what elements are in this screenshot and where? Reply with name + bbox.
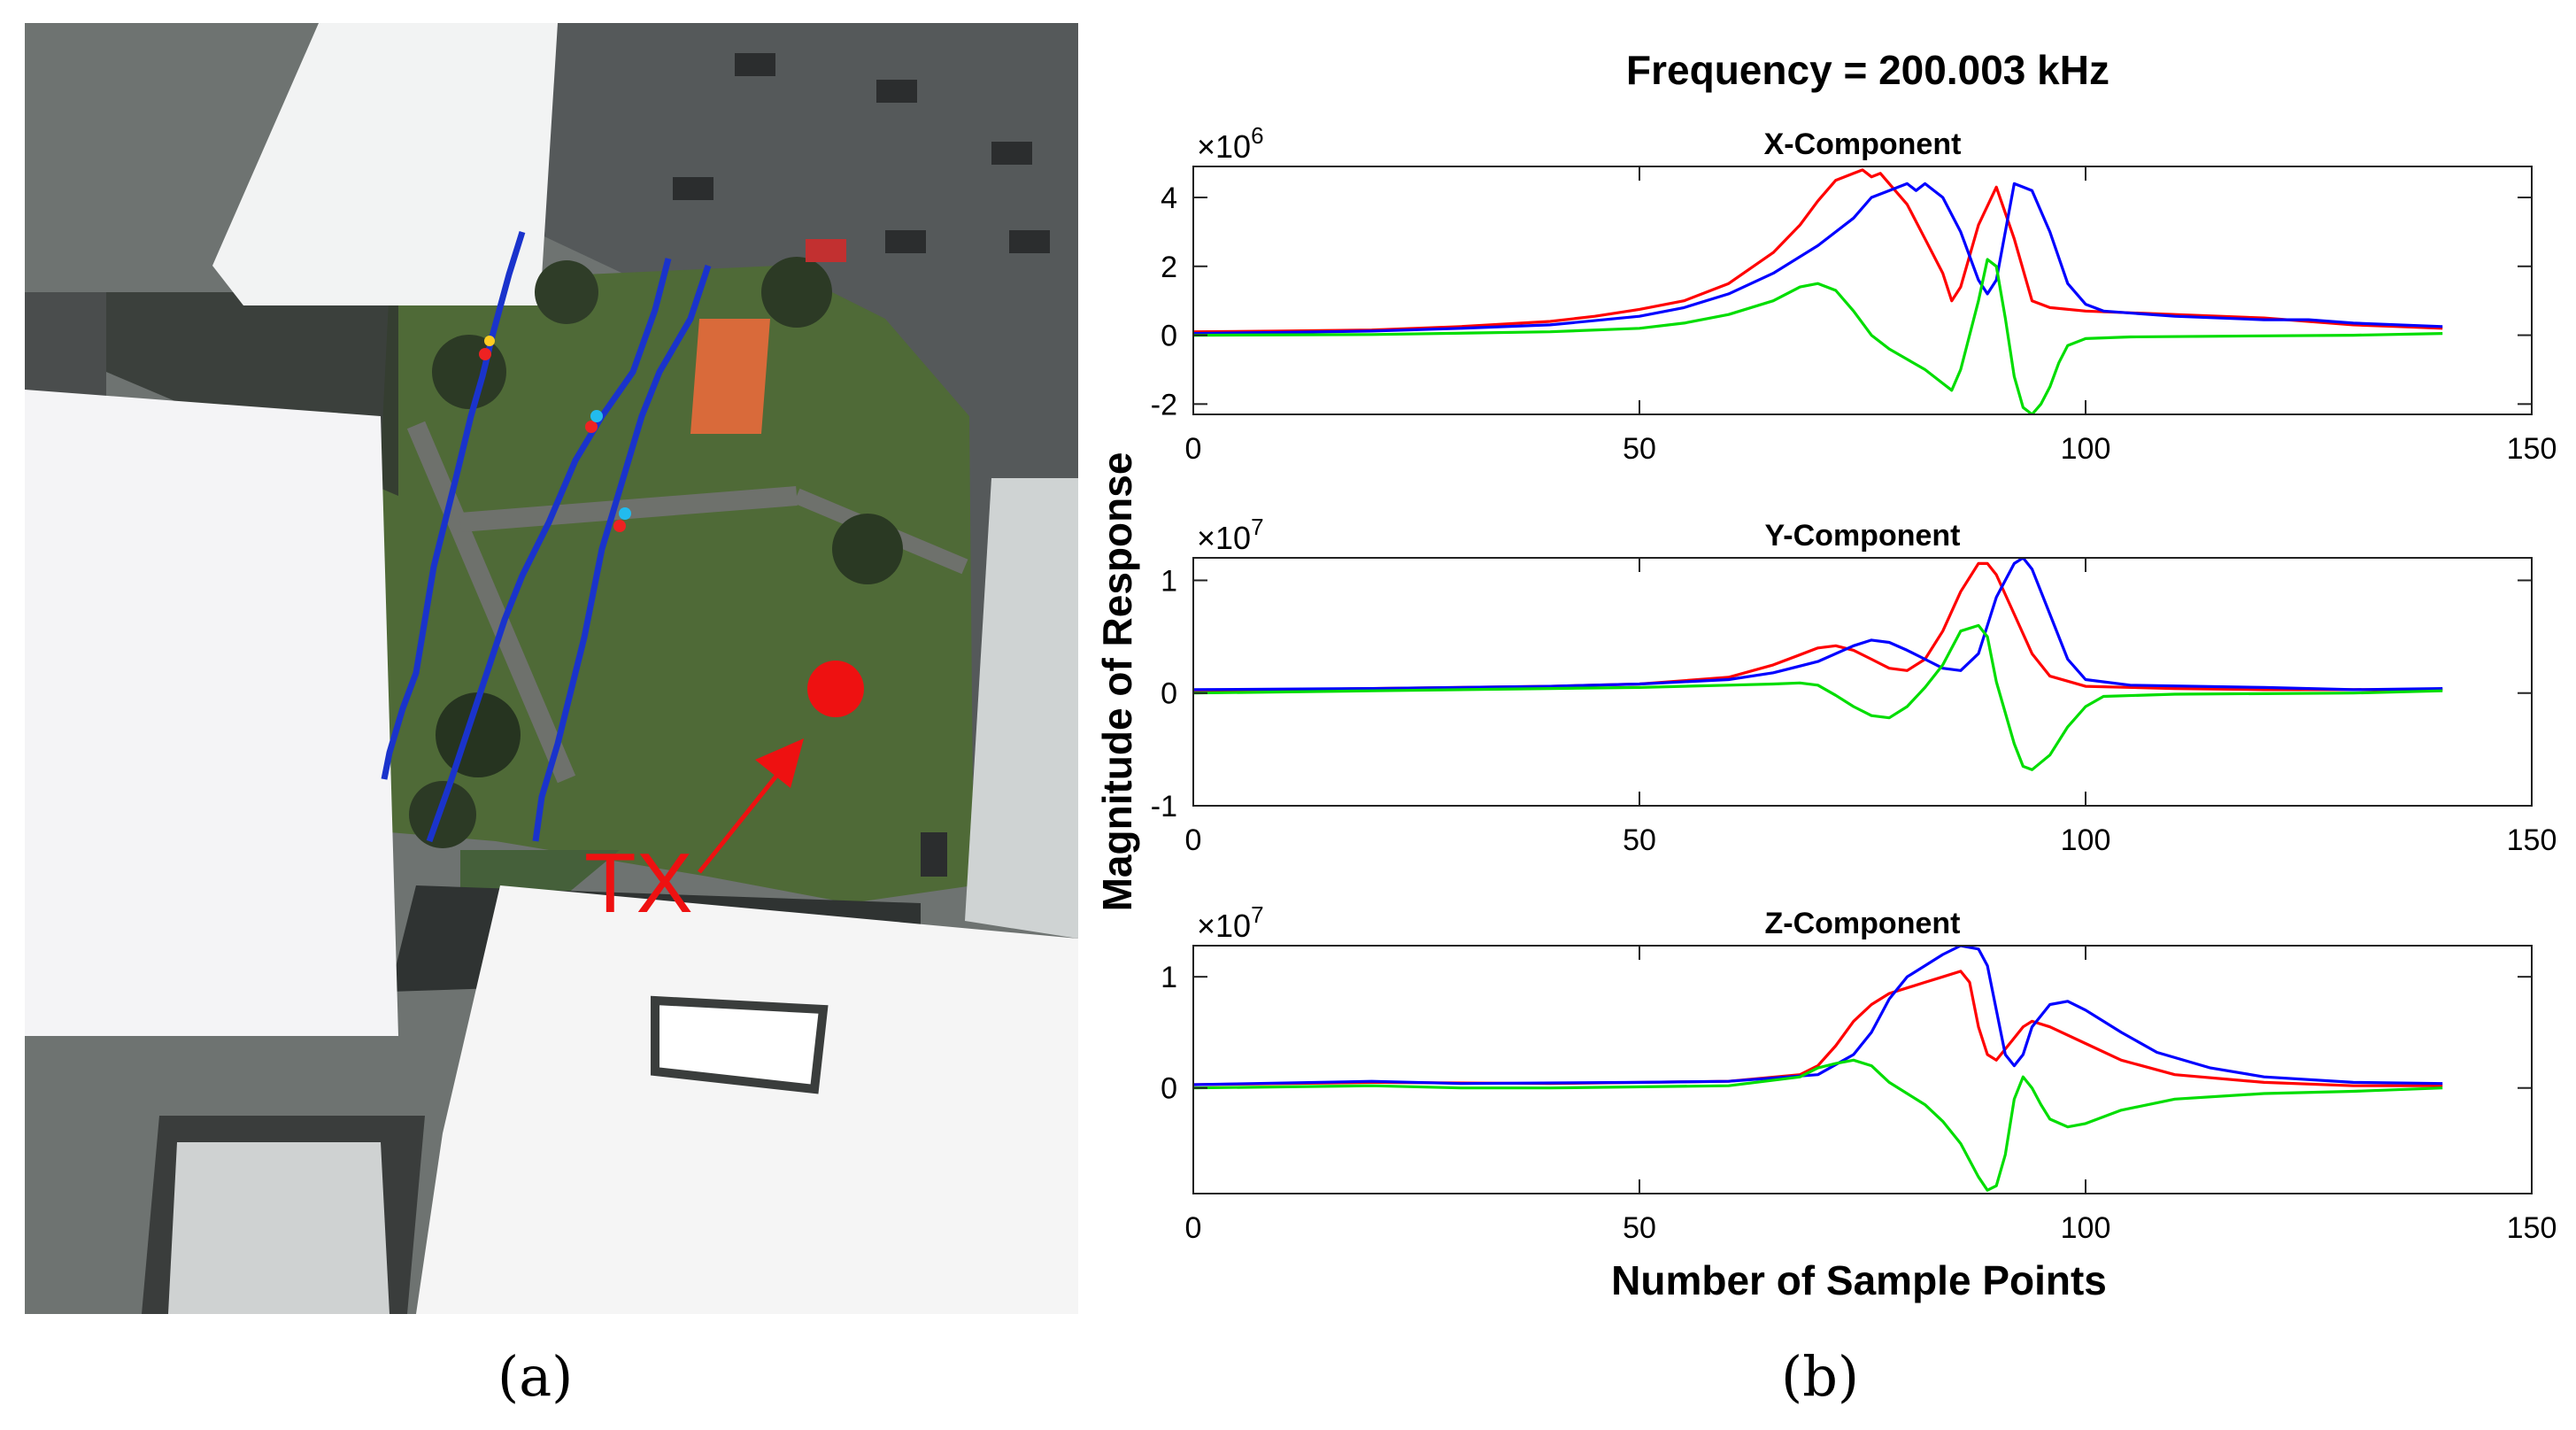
exponent-base: ×10 [1197,128,1251,165]
series-line-1 [1193,970,2443,1087]
tree-3 [761,257,832,328]
y-tick-label: 0 [1161,677,1177,711]
series-line-3 [1193,258,2443,414]
axes-frame [1192,166,2533,415]
x-tick-label: 50 [1623,432,1656,466]
exponent-base: ×10 [1197,908,1251,944]
roof-structure [651,995,829,1094]
y-tick-label: -2 [1151,388,1177,421]
building-left [25,390,398,1036]
series-line-1 [1193,168,2443,334]
y-tick-label: 0 [1161,320,1177,353]
parked-cars [673,53,1050,877]
y-axis-label: Magnitude of Response [1094,452,1140,912]
subplot-title: X-Component [1764,128,1962,161]
x-tick-label: 50 [1623,823,1656,857]
y-tick-label: 2 [1161,251,1177,284]
y-tick-label: 4 [1161,182,1177,215]
series-group [1193,558,2443,771]
y-tick-label: -1 [1151,790,1177,823]
exponent-label: ×107 [1197,514,1264,556]
tx-arrow-line [698,760,790,874]
x-tick-label: 0 [1185,823,1202,857]
track-2-hotspot [585,421,598,433]
tx-label: TX [584,836,693,931]
orange-roof [690,319,770,434]
lawn [372,266,974,903]
x-tick-label: 50 [1623,1211,1656,1245]
series-line-3 [1193,1058,2443,1192]
series-line-2 [1193,182,2443,336]
y-tick-label: 1 [1161,564,1177,598]
exponent-base: ×10 [1197,520,1251,556]
y-tick-label: 0 [1161,1072,1177,1106]
axes-frame [1192,557,2533,807]
exponent-power: 7 [1251,514,1263,540]
x-tick-label: 100 [2061,823,2111,857]
tree-2 [535,260,598,324]
track-1-hotspot [479,348,491,360]
series-line-1 [1193,561,2443,692]
gps-track-2 [426,258,672,843]
exponent-label: ×106 [1197,122,1264,165]
aerial-map: TX [25,23,1078,1314]
chart-title: Frequency = 200.003 kHz [1626,47,2109,93]
exponent-label: ×107 [1197,901,1264,944]
series-group [1193,946,2443,1192]
series-line-3 [1193,623,2443,771]
x-tick-label: 0 [1185,1211,1202,1245]
y-tick-label: 1 [1161,961,1177,994]
x-tick-label: 100 [2061,1211,2111,1245]
tree-1 [432,335,506,409]
subplot-title: Y-Component [1765,519,1961,553]
building-right [965,478,1078,939]
series-group [1193,168,2443,414]
subplot-title: Z-Component [1765,907,1961,940]
building-top [212,23,558,305]
x-tick-label: 150 [2507,823,2557,857]
series-line-2 [1193,558,2443,692]
x-tick-label: 150 [2507,432,2557,466]
track-3-mid [619,507,631,520]
road-left [25,292,106,398]
tree-6 [409,781,476,848]
track-2-mid [590,410,603,422]
x-axis-label: Number of Sample Points [1611,1257,2107,1303]
track-1-warm [484,336,495,346]
track-3-hotspot [613,520,626,532]
lawn-strip [460,850,620,894]
tree-4 [832,514,903,584]
caption-a: (a) [497,1344,574,1409]
caption-b: (b) [1781,1344,1860,1409]
series-line-2 [1193,946,2443,1086]
x-tick-label: 0 [1185,432,1202,466]
tx-marker-dot [807,661,864,717]
walkway-1 [406,421,576,784]
x-tick-label: 100 [2061,432,2111,466]
gps-track-3 [532,264,712,842]
exponent-power: 7 [1251,901,1263,928]
x-tick-label: 150 [2507,1211,2557,1245]
axes-frame [1192,945,2533,1194]
tx-arrow-head [755,738,804,788]
building-bottom-left [168,1142,389,1314]
exponent-power: 6 [1251,122,1263,149]
response-chart: Frequency = 200.003 kHz Magnitude of Res… [1094,47,2557,1303]
building-bottom [416,885,1078,1314]
